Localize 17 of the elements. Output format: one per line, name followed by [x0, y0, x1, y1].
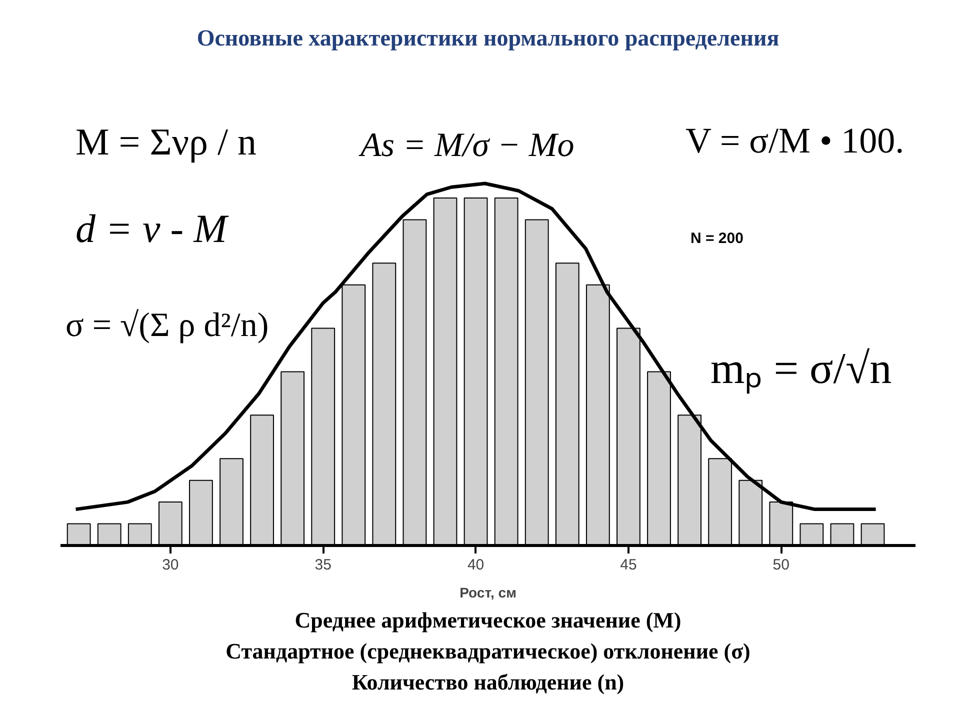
text: V = σ/M • 100.	[686, 120, 904, 160]
x-tick-label: 40	[467, 556, 484, 574]
annotation: σ = √(Σ ρ d²/n)	[66, 307, 269, 344]
annotation: mₚ = σ/√n	[710, 344, 892, 394]
text: M = Σνρ / n	[76, 122, 257, 164]
x-axis-title: Рост, см	[460, 584, 516, 600]
text: Стандартное (среднеквадратическое) отклонение (σ)	[226, 638, 750, 664]
x-tick-label: 30	[162, 556, 179, 574]
x-tick-label: 45	[620, 556, 637, 574]
x-tick-label: 35	[314, 556, 332, 574]
text: Количество наблюдение (n)	[352, 670, 624, 694]
annotation: N = 200	[690, 230, 744, 247]
annotation: d = ν - M	[76, 206, 230, 251]
text: Среднее арифметическое значение (M)	[294, 608, 682, 632]
chart-title: Основные характеристики нормального распределения	[196, 26, 780, 50]
text: As = M/σ − Mo	[358, 127, 574, 164]
x-tick-label: 50	[772, 556, 790, 574]
